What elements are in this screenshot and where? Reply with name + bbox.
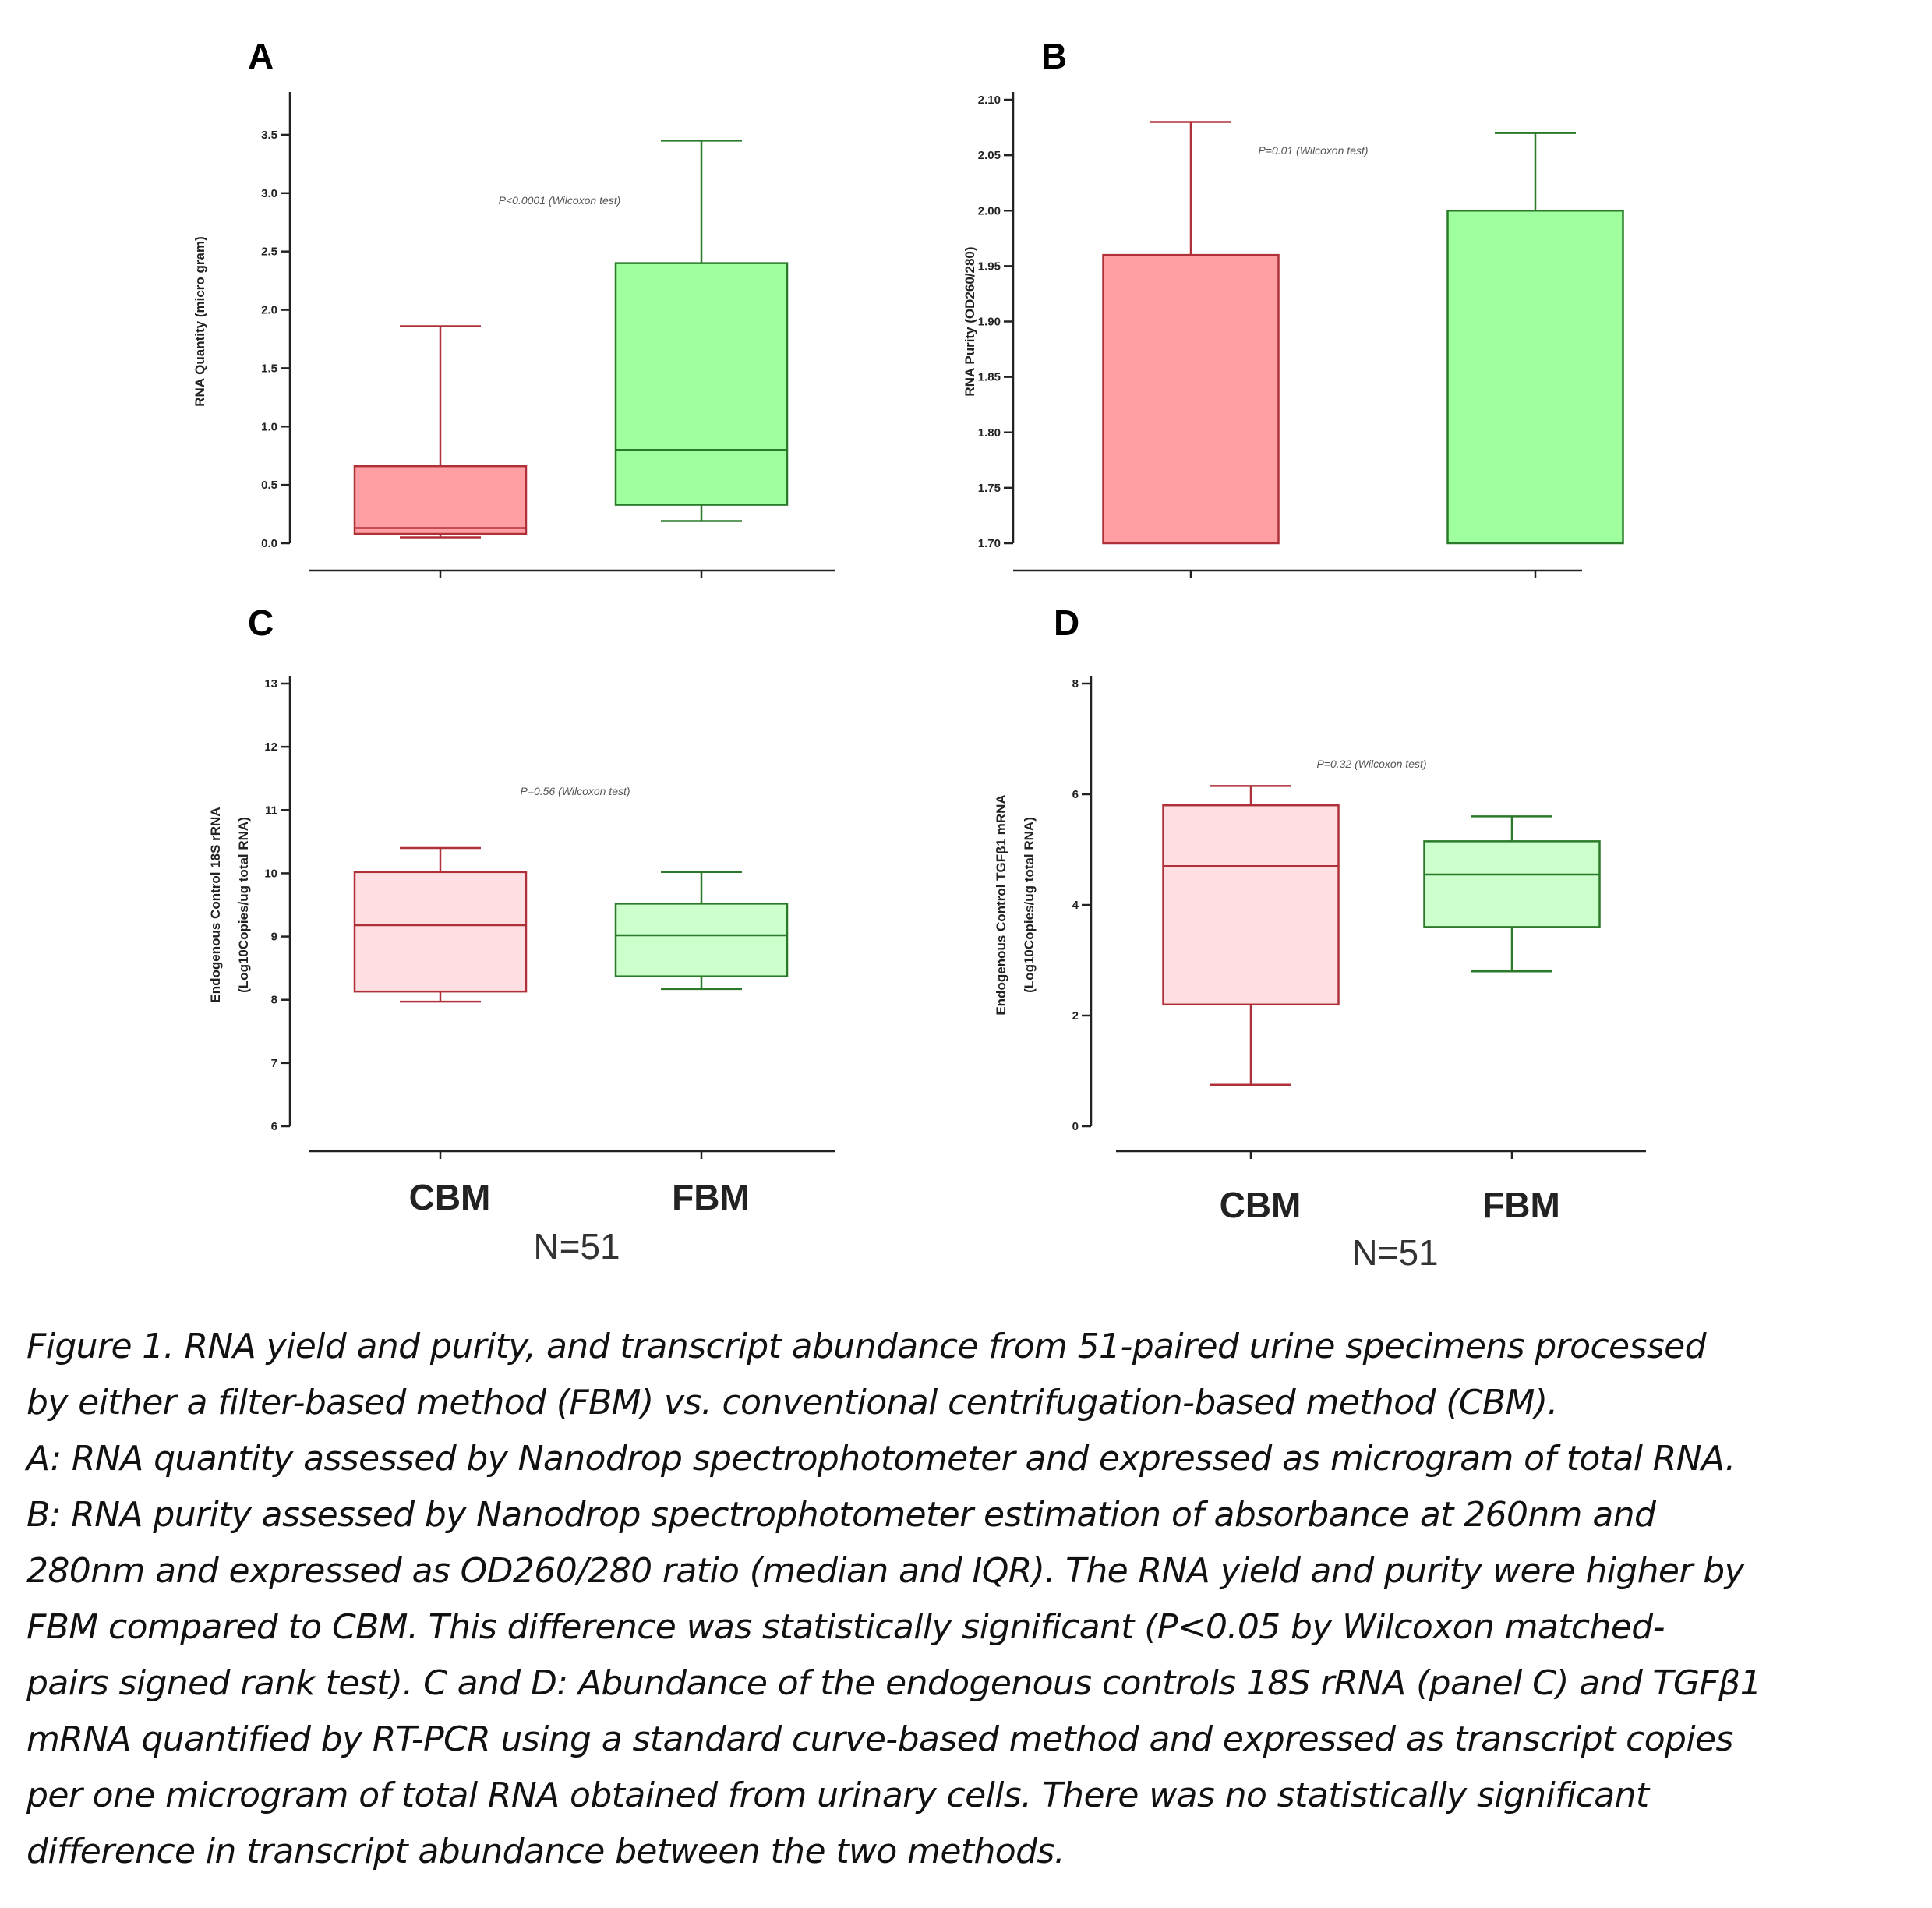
caption-line: by either a filter-based method (FBM) vs… <box>26 1383 1558 1422</box>
box-iqr <box>1162 804 1340 1006</box>
y-tick-label: 2.5 <box>261 246 277 259</box>
p-value-annotation: P=0.56 (Wilcoxon test) <box>520 785 630 797</box>
box-iqr <box>1423 840 1601 928</box>
panel-a: A 0.0 0.5 1.0 1.5 2.0 2.5 3.0 3.5 RNA Quantity (m… <box>192 36 835 578</box>
p-value-annotation: P<0.0001 (Wilcoxon test) <box>499 194 621 207</box>
caption-line: per one microgram of total RNA obtained … <box>26 1776 1649 1815</box>
caption-line: B: RNA purity assessed by Nanodrop spect… <box>26 1495 1656 1535</box>
y-tick-label: 3.0 <box>261 187 277 200</box>
box-cbm <box>353 325 528 578</box>
box-fbm: FBM <box>1423 815 1601 1225</box>
panel-letter: B <box>1041 36 1067 76</box>
box-iqr <box>1102 253 1280 545</box>
box-cbm: CBM <box>353 846 528 1217</box>
caption-line: FBM compared to CBM. This difference was… <box>26 1607 1665 1647</box>
p-value-annotation: P=0.32 (Wilcoxon test) <box>1316 758 1426 770</box>
p-value-annotation: P=0.01 (Wilcoxon test) <box>1258 144 1368 157</box>
y-tick-label: 1.90 <box>978 316 1001 329</box>
y-tick-label: 2.0 <box>261 304 277 317</box>
y-tick-label: 2.00 <box>978 204 1001 217</box>
caption-line: mRNA quantified by RT-PCR using a standa… <box>26 1719 1733 1759</box>
y-tick-label: 13 <box>264 677 277 691</box>
y-tick-label: 2 <box>1072 1009 1079 1023</box>
box-fbm: FBM <box>614 871 789 1217</box>
box-fbm <box>614 140 789 578</box>
y-tick-label: 11 <box>265 804 277 817</box>
y-tick-label: 8 <box>1072 677 1079 691</box>
box-iqr <box>353 871 528 993</box>
n-label-right: N=51 <box>1351 1232 1439 1273</box>
caption-line: Figure 1. RNA yield and purity, and tran… <box>26 1327 1707 1366</box>
y-tick-label: 1.85 <box>978 371 1001 384</box>
category-label: CBM <box>409 1177 491 1217</box>
y-tick-label: 4 <box>1072 899 1079 912</box>
y-tick-label: 1.80 <box>978 426 1001 440</box>
y-tick-label: 0 <box>1072 1120 1079 1133</box>
y-tick-label: 1.75 <box>978 482 1001 495</box>
y-tick-label: 1.5 <box>261 362 277 375</box>
figure-caption: Figure 1. RNA yield and purity, and tran… <box>26 1319 1913 1880</box>
box-iqr <box>353 465 528 535</box>
y-tick-label: 1.95 <box>978 260 1001 273</box>
category-label: FBM <box>1482 1185 1560 1225</box>
box-iqr <box>614 262 789 506</box>
figure: A 0.0 0.5 1.0 1.5 2.0 2.5 3.0 3.5 RNA Quantity (m… <box>192 36 1646 1225</box>
caption-line: difference in transcript abundance betwe… <box>26 1832 1065 1871</box>
y-axis-label: RNA Purity (OD260/280) <box>962 246 977 396</box>
y-tick-label: 12 <box>264 740 277 754</box>
y-tick-label: 3.5 <box>261 129 277 142</box>
box-fbm <box>1446 132 1624 578</box>
y-axis-label-2: (Log10Copies/ug total RNA) <box>236 817 251 993</box>
panel-letter: A <box>248 36 274 76</box>
y-axis-label: Endogenous Control TGFβ1 mRNA <box>994 794 1008 1015</box>
category-label: FBM <box>672 1177 750 1217</box>
panel-letter: D <box>1054 602 1079 643</box>
y-axis-label: Endogenous Control 18S rRNA <box>208 807 223 1002</box>
caption-line: 280nm and expressed as OD260/280 ratio (… <box>26 1551 1745 1591</box>
y-tick-label: 1.0 <box>261 420 277 433</box>
y-tick-label: 0.5 <box>261 479 277 492</box>
panel-c: C 6 7 8 9 10 11 12 13 Endogenous Control 18S rRNA… <box>208 602 835 1217</box>
n-label-left: N=51 <box>533 1226 620 1267</box>
panel-letter: C <box>248 602 274 643</box>
box-cbm: CBM <box>1162 785 1340 1225</box>
y-tick-label: 8 <box>271 994 277 1007</box>
y-tick-label: 0.0 <box>261 537 277 550</box>
y-tick-label: 6 <box>271 1120 277 1133</box>
panel-b: B 1.70 1.75 1.80 1.85 1.90 1.95 2.00 2.05 2.10 RNA… <box>962 36 1624 578</box>
box-cbm <box>1102 121 1280 578</box>
y-tick-label: 10 <box>264 867 277 880</box>
caption-line: pairs signed rank test). C and D: Abunda… <box>26 1663 1762 1703</box>
y-tick-label: 1.70 <box>978 537 1001 550</box>
box-iqr <box>614 903 789 977</box>
caption-line: A: RNA quantity assessed by Nanodrop spe… <box>26 1439 1736 1479</box>
box-iqr <box>1446 210 1624 545</box>
panel-d: D 0 2 4 6 8 Endogenous Control TGFβ1 mRNA (Log1… <box>994 602 1646 1225</box>
y-axis-label: RNA Quantity (micro gram) <box>192 236 207 407</box>
y-tick-label: 2.10 <box>978 94 1001 107</box>
y-tick-label: 7 <box>271 1057 277 1070</box>
y-axis-label-2: (Log10Copies/ug total RNA) <box>1022 817 1037 993</box>
y-tick-label: 9 <box>271 931 277 944</box>
y-tick-label: 6 <box>1072 788 1079 801</box>
category-label: CBM <box>1220 1185 1302 1225</box>
y-tick-label: 2.05 <box>978 149 1001 162</box>
